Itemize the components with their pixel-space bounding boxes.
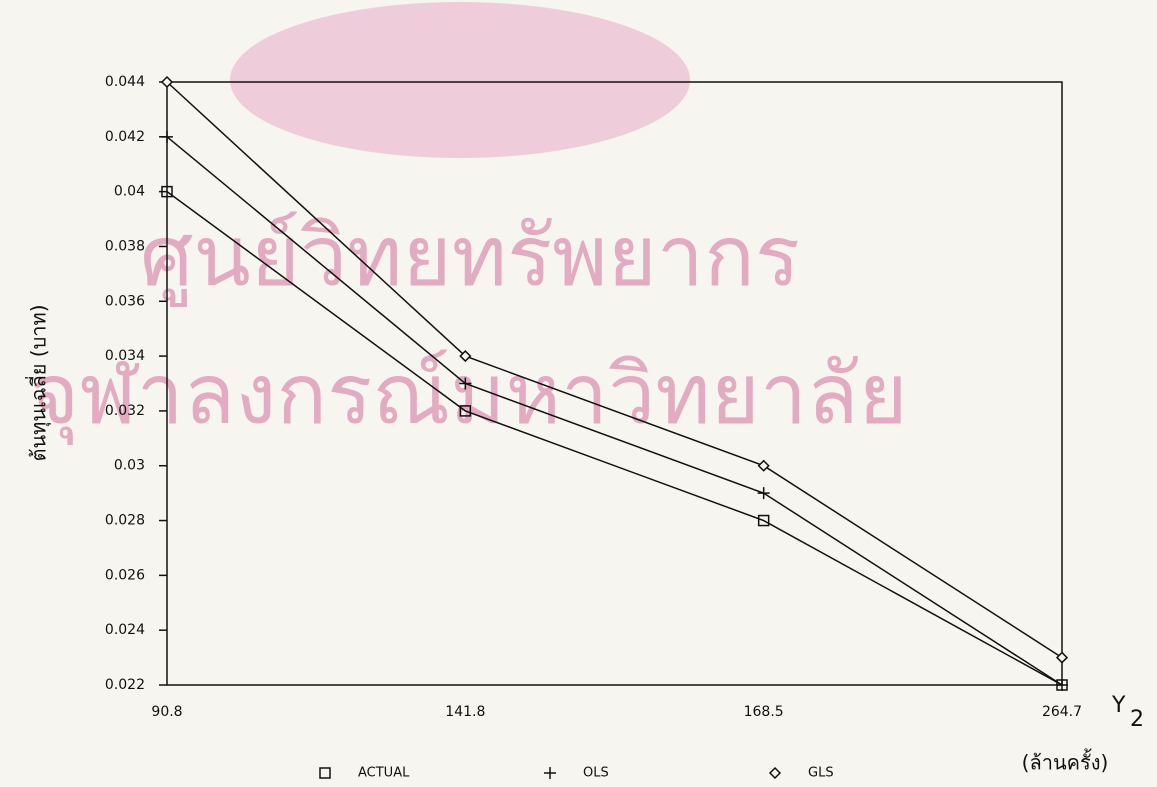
marker [758,487,770,499]
y-axis-label: ต้นทุนเฉลี่ย (บาท) [25,304,52,461]
legend-marker [320,768,330,778]
y-tick-label: 0.03 [114,458,145,474]
y-tick-label: 0.044 [105,74,145,90]
legend-label: GLS [808,766,834,781]
legend-marker [544,767,556,779]
legend-marker [770,768,780,778]
x-axis-label: Y [1111,693,1126,718]
y-tick-label: 0.04 [114,184,145,200]
legend-label: OLS [583,766,609,781]
x-tick-label: 264.7 [1042,704,1082,720]
watermark-text: ศูนย์วิทยทรัพยากร [140,207,800,307]
y-tick-label: 0.034 [105,348,145,364]
x-axis-label-subscript: 2 [1130,707,1144,732]
y-tick-label: 0.028 [105,513,145,529]
x-tick-label: 141.8 [445,704,485,720]
y-tick-label: 0.036 [105,293,145,309]
marker [759,461,769,471]
y-tick-label: 0.038 [105,238,145,254]
y-tick-label: 0.022 [105,677,145,693]
y-tick-label: 0.024 [105,622,145,638]
marker [1057,653,1067,663]
y-tick-label: 0.042 [105,129,145,145]
watermark-logo [230,2,690,158]
chart: ศูนย์วิทยทรัพยากร จุฬาลงกรณ์มหาวิทยาลัย … [0,0,1157,787]
x-tick-label: 168.5 [744,704,784,720]
y-tick-label: 0.032 [105,403,145,419]
marker [1056,679,1068,691]
y-tick-label: 0.026 [105,567,145,583]
x-tick-label: 90.8 [151,704,182,720]
x-axis-unit: (ล้านครั้ง) [1022,749,1109,775]
legend-label: ACTUAL [358,766,410,781]
watermark-text: จุฬาลงกรณ์มหาวิทยาลัย [30,345,908,446]
